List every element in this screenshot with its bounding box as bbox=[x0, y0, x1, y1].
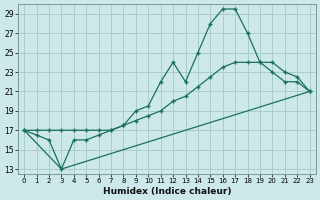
X-axis label: Humidex (Indice chaleur): Humidex (Indice chaleur) bbox=[103, 187, 231, 196]
